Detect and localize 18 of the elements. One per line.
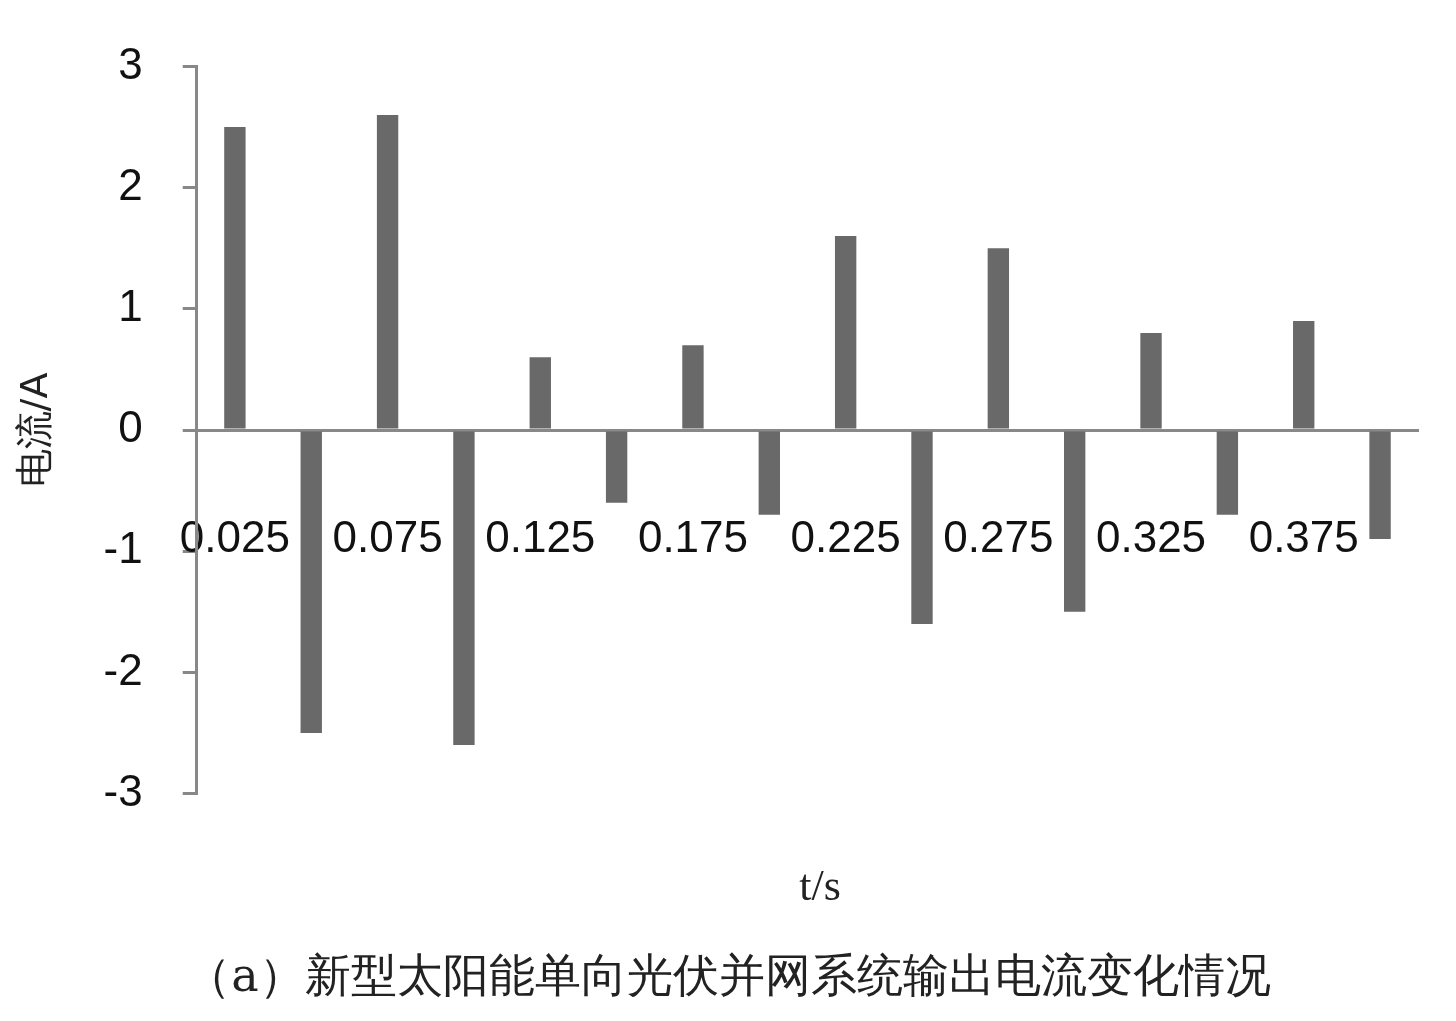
x-tick-label: 0.075 xyxy=(332,511,443,561)
y-tick-label: 2 xyxy=(118,159,143,209)
x-tick-label: 0.225 xyxy=(790,511,901,561)
text: （a）新型太阳能单向光伏并网系统输出电流变化情况 xyxy=(184,947,1272,1004)
y-tick-label: -2 xyxy=(103,644,143,694)
y-tick-label: -3 xyxy=(103,765,143,815)
x-tick-label: 0.325 xyxy=(1095,511,1207,561)
y-tick-label: 3 xyxy=(118,38,143,88)
y-tick-label: 1 xyxy=(118,280,143,330)
x-tick-label: 0.175 xyxy=(637,511,749,561)
x-tick-label: 0.275 xyxy=(943,511,1054,561)
y-tick-label: -1 xyxy=(103,523,143,573)
x-tick-label: 0.125 xyxy=(485,511,596,561)
x-axis-title: t/s xyxy=(798,860,842,911)
x-tick-label: 0.375 xyxy=(1248,511,1359,561)
x-tick-label: 0.025 xyxy=(179,511,290,561)
y-axis-title: 电流/A xyxy=(11,372,56,488)
y-tick-label: 0 xyxy=(118,402,143,452)
